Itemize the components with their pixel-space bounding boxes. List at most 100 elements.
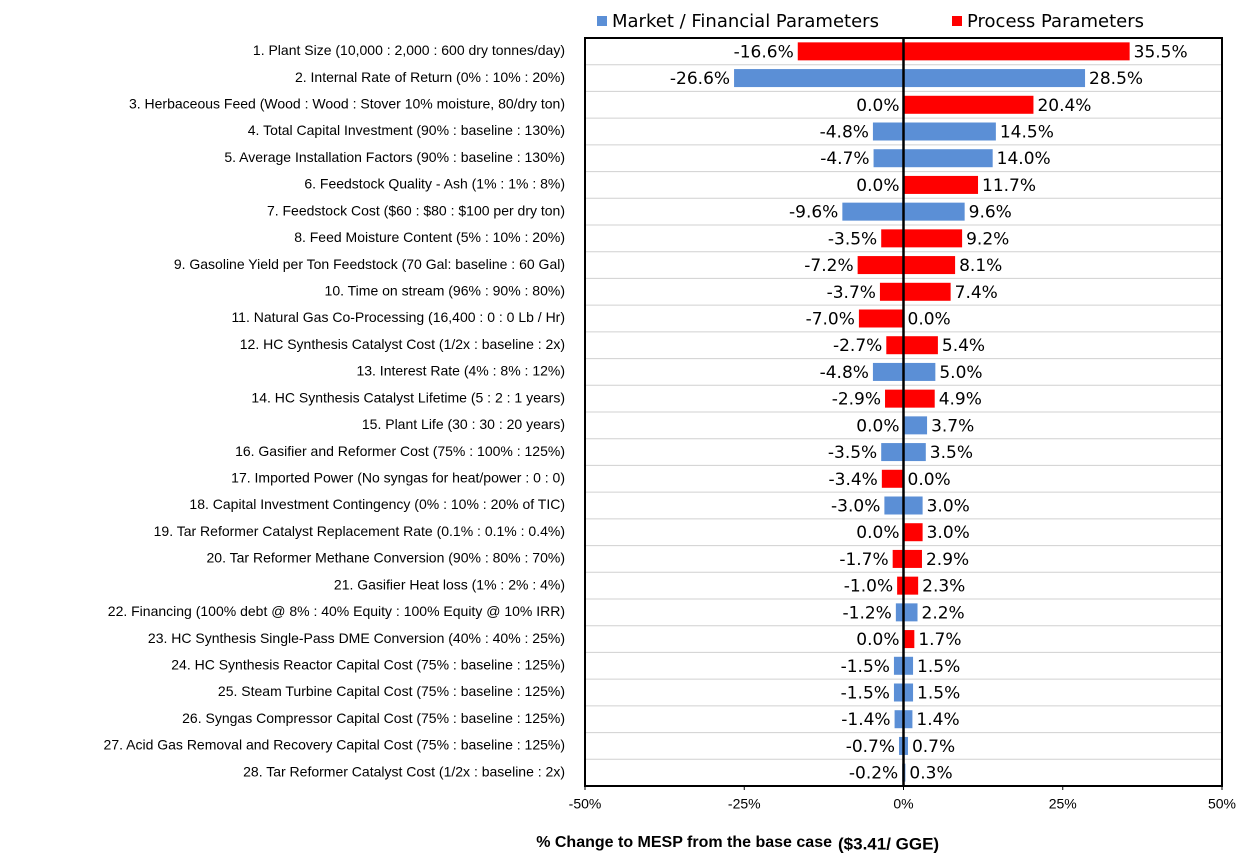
value-label: 35.5% bbox=[1134, 42, 1188, 62]
category-label: 12. HC Synthesis Catalyst Cost (1/2x : b… bbox=[240, 336, 565, 352]
bar-high bbox=[903, 202, 965, 221]
value-label: -4.7% bbox=[820, 149, 869, 169]
value-label: 8.1% bbox=[959, 256, 1002, 276]
category-label: 26. Syngas Compressor Capital Cost (75% … bbox=[182, 710, 565, 726]
category-label: 3. Herbaceous Feed (Wood : Wood : Stover… bbox=[129, 95, 565, 111]
category-label: 13. Interest Rate (4% : 8% : 12%) bbox=[356, 363, 565, 379]
category-label: 23. HC Synthesis Single-Pass DME Convers… bbox=[148, 630, 565, 646]
bar-high bbox=[903, 736, 908, 755]
bar-low bbox=[842, 202, 904, 221]
value-label: -1.2% bbox=[843, 603, 892, 623]
value-label: 1.5% bbox=[917, 657, 960, 677]
legend-swatch bbox=[952, 16, 962, 26]
value-label: 2.3% bbox=[922, 577, 965, 597]
x-axis-label: % Change to MESP from the base case bbox=[536, 834, 832, 851]
value-label: -4.8% bbox=[820, 363, 869, 383]
bar-low bbox=[879, 282, 904, 301]
bar-low bbox=[899, 736, 904, 755]
bar-high bbox=[903, 282, 951, 301]
bar-high bbox=[903, 95, 1034, 114]
bar-low bbox=[857, 256, 904, 275]
bar-low bbox=[734, 69, 904, 88]
category-label: 21. Gasifier Heat loss (1% : 2% : 4%) bbox=[334, 576, 565, 592]
plot-frame bbox=[584, 37, 1223, 787]
value-label: 7.4% bbox=[955, 283, 998, 303]
category-label: 25. Steam Turbine Capital Cost (75% : ba… bbox=[218, 683, 565, 699]
value-label: -1.7% bbox=[839, 550, 888, 570]
value-label: -26.6% bbox=[670, 69, 730, 89]
legend-label: Market / Financial Parameters bbox=[612, 11, 879, 32]
legend-swatch bbox=[597, 16, 607, 26]
value-label: -3.4% bbox=[829, 470, 878, 490]
category-label: 4. Total Capital Investment (90% : basel… bbox=[248, 122, 565, 138]
value-label: -0.7% bbox=[846, 737, 895, 757]
category-label: 7. Feedstock Cost ($60 : $80 : $100 per … bbox=[267, 202, 565, 218]
value-label: -1.5% bbox=[841, 657, 890, 677]
bar-high bbox=[903, 416, 928, 435]
value-label: -2.7% bbox=[833, 336, 882, 356]
legend-label: Process Parameters bbox=[967, 11, 1144, 32]
bar-low bbox=[892, 549, 904, 568]
value-label: 11.7% bbox=[982, 176, 1036, 196]
value-label: 0.3% bbox=[909, 764, 952, 784]
bar-high bbox=[903, 630, 915, 649]
bar-low bbox=[858, 309, 904, 328]
x-axis-label-suffix: ($3.41/ GGE) bbox=[838, 834, 939, 853]
bar-high bbox=[903, 122, 996, 141]
bar-high bbox=[903, 710, 913, 729]
category-label: 27. Acid Gas Removal and Recovery Capita… bbox=[104, 737, 565, 753]
value-label: -16.6% bbox=[734, 42, 794, 62]
value-label: 2.9% bbox=[926, 550, 969, 570]
value-label: 20.4% bbox=[1037, 96, 1091, 116]
value-label: 0.0% bbox=[856, 630, 899, 650]
value-label: -3.5% bbox=[828, 443, 877, 463]
value-label: 14.0% bbox=[997, 149, 1051, 169]
bar-high bbox=[903, 42, 1130, 61]
bar-high bbox=[903, 549, 922, 568]
category-label: 19. Tar Reformer Catalyst Replacement Ra… bbox=[154, 523, 565, 539]
category-label: 22. Financing (100% debt @ 8% : 40% Equi… bbox=[108, 603, 565, 619]
bar-high bbox=[903, 362, 936, 381]
bar-low bbox=[893, 656, 904, 675]
value-label: 0.7% bbox=[912, 737, 955, 757]
value-label: 1.4% bbox=[916, 710, 959, 730]
value-label: 3.7% bbox=[931, 416, 974, 436]
bar-high bbox=[903, 576, 919, 595]
value-label: -7.2% bbox=[804, 256, 853, 276]
category-label: 5. Average Installation Factors (90% : b… bbox=[224, 149, 565, 165]
category-label: 8. Feed Moisture Content (5% : 10% : 20%… bbox=[294, 229, 565, 245]
value-label: 0.0% bbox=[908, 470, 951, 490]
category-label: 9. Gasoline Yield per Ton Feedstock (70 … bbox=[174, 256, 565, 272]
bar-high bbox=[903, 149, 993, 168]
category-label: 18. Capital Investment Contingency (0% :… bbox=[189, 496, 565, 512]
x-tick-label: -25% bbox=[728, 796, 761, 812]
value-label: 2.2% bbox=[922, 603, 965, 623]
category-label: 16. Gasifier and Reformer Cost (75% : 10… bbox=[235, 443, 565, 459]
value-label: 28.5% bbox=[1089, 69, 1143, 89]
value-label: -2.9% bbox=[832, 390, 881, 410]
bar-low bbox=[885, 389, 904, 408]
value-label: 0.0% bbox=[856, 176, 899, 196]
value-label: -4.8% bbox=[820, 123, 869, 143]
value-label: 3.5% bbox=[930, 443, 973, 463]
bar-high bbox=[903, 443, 926, 462]
value-label: 0.0% bbox=[856, 96, 899, 116]
category-label: 2. Internal Rate of Return (0% : 10% : 2… bbox=[295, 69, 565, 85]
value-label: -3.7% bbox=[827, 283, 876, 303]
category-label: 24. HC Synthesis Reactor Capital Cost (7… bbox=[171, 656, 565, 672]
bar-low bbox=[797, 42, 904, 61]
category-label: 14. HC Synthesis Catalyst Lifetime (5 : … bbox=[251, 389, 565, 405]
bar-low bbox=[895, 603, 904, 622]
value-label: 5.0% bbox=[939, 363, 982, 383]
x-tick-label: 0% bbox=[893, 796, 913, 812]
value-label: -3.5% bbox=[828, 229, 877, 249]
bar-high bbox=[903, 256, 956, 275]
category-label: 10. Time on stream (96% : 90% : 80%) bbox=[325, 282, 565, 298]
x-tick-label: 50% bbox=[1208, 796, 1236, 812]
category-label: 6. Feedstock Quality - Ash (1% : 1% : 8%… bbox=[304, 176, 565, 192]
bar-high bbox=[903, 496, 923, 515]
value-label: -1.4% bbox=[841, 710, 890, 730]
value-label: -7.0% bbox=[806, 310, 855, 330]
bar-high bbox=[903, 69, 1086, 88]
